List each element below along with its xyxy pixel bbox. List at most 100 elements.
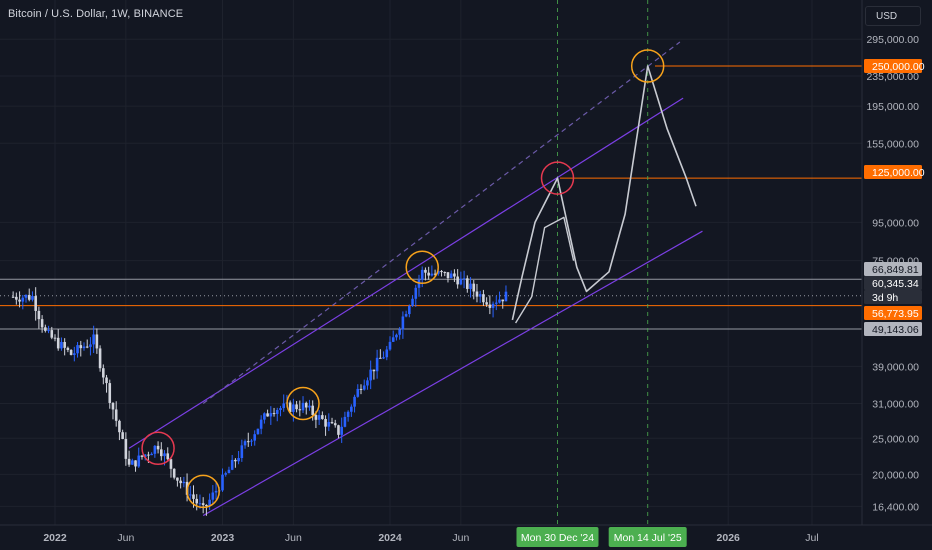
candle-59 <box>201 497 205 514</box>
candle-45 <box>156 441 160 454</box>
candle-body-31 <box>111 402 115 410</box>
projection-line <box>511 65 697 321</box>
candle-128 <box>424 267 427 281</box>
candle-body-98 <box>327 422 331 427</box>
candle-60 <box>205 504 208 516</box>
candle-body-41 <box>143 454 147 457</box>
candle-40 <box>140 455 144 460</box>
price-label-1: 125,000.00 <box>872 167 925 179</box>
candle-body-11 <box>47 330 50 332</box>
candle-body-59 <box>201 503 205 505</box>
candle-body-52 <box>179 480 182 484</box>
candle-body-38 <box>134 460 137 467</box>
candle-body-133 <box>440 271 443 273</box>
candle-5 <box>27 288 31 302</box>
candle-116 <box>385 345 389 361</box>
candle-147 <box>485 297 488 307</box>
candle-32 <box>114 401 118 427</box>
candle-111 <box>369 360 372 390</box>
candle-137 <box>453 269 456 282</box>
horizontal-levels <box>0 65 862 330</box>
candle-body-135 <box>446 272 450 279</box>
candle-152 <box>501 299 505 309</box>
candle-80 <box>269 406 273 425</box>
candle-89 <box>298 400 302 417</box>
candle-73 <box>246 432 250 447</box>
candle-21 <box>79 340 83 357</box>
candle-120 <box>398 326 401 340</box>
candle-body-89 <box>298 409 302 411</box>
price-label-3: 60,345.34 <box>872 278 919 290</box>
candle-136 <box>449 270 453 279</box>
candle-body-106 <box>353 396 356 407</box>
candle-body-67 <box>227 469 231 474</box>
candle-97 <box>324 415 327 436</box>
time-tick-6: 2026 <box>717 532 741 544</box>
candle-body-19 <box>73 353 76 355</box>
candle-36 <box>127 450 131 467</box>
circled-points <box>141 49 665 509</box>
candle-body-149 <box>491 303 495 308</box>
candle-body-122 <box>404 314 408 317</box>
candle-body-74 <box>250 440 253 442</box>
date-badge-bg-1 <box>608 527 687 547</box>
candle-23 <box>85 339 89 349</box>
candle-body-123 <box>408 305 411 315</box>
candle-38 <box>134 460 137 472</box>
candle-3 <box>21 295 25 310</box>
candle-body-29 <box>105 377 108 384</box>
candle-11 <box>47 325 50 334</box>
candle-90 <box>301 396 305 413</box>
candle-body-92 <box>308 405 311 408</box>
candle-9 <box>40 315 44 333</box>
time-tick-2: 2023 <box>211 532 235 544</box>
candle-13 <box>53 334 57 342</box>
candle-98 <box>327 413 331 432</box>
candle-7 <box>34 287 37 321</box>
candle-129 <box>427 266 430 280</box>
candle-113 <box>375 349 379 379</box>
price-label-bg-6 <box>864 322 922 336</box>
candle-125 <box>414 284 418 307</box>
candle-81 <box>272 407 276 417</box>
candle-body-33 <box>118 420 121 433</box>
candle-105 <box>350 404 353 417</box>
candle-body-134 <box>443 272 447 274</box>
candle-102 <box>340 417 343 443</box>
price-tick-6: 39,000.00 <box>872 361 919 373</box>
candle-68 <box>230 455 234 471</box>
candle-27 <box>98 345 102 372</box>
candle-body-42 <box>147 454 150 456</box>
currency-selector[interactable]: USD <box>865 6 921 26</box>
candle-body-124 <box>411 298 414 306</box>
candle-72 <box>243 439 247 449</box>
candle-body-99 <box>330 422 334 424</box>
candle-74 <box>250 439 253 447</box>
candle-130 <box>430 265 434 277</box>
candle-body-9 <box>40 319 44 328</box>
candle-body-130 <box>430 273 434 276</box>
price-label-2: 66,849.81 <box>872 264 919 276</box>
candle-body-138 <box>456 276 459 285</box>
candle-body-13 <box>53 337 57 339</box>
candle-body-15 <box>60 342 63 349</box>
candle-35 <box>124 432 128 466</box>
highlight-date-lines <box>557 0 649 525</box>
candle-body-6 <box>31 296 34 300</box>
candle-12 <box>50 326 54 340</box>
candle-body-47 <box>163 453 166 457</box>
candle-body-126 <box>417 279 421 288</box>
candle-153 <box>504 285 508 302</box>
candle-67 <box>227 466 231 474</box>
price-label-bg-1 <box>864 165 922 179</box>
candle-body-7 <box>34 296 37 311</box>
candle-body-88 <box>295 404 298 410</box>
candle-body-36 <box>127 458 131 465</box>
candle-body-118 <box>391 337 395 342</box>
price-axis[interactable]: 295,000.00 235,000.00 195,000.00 155,000.00… <box>862 0 932 550</box>
price-label-bg-4 <box>864 290 922 304</box>
candle-body-48 <box>166 453 170 460</box>
date-badge-bg-0 <box>516 527 599 547</box>
